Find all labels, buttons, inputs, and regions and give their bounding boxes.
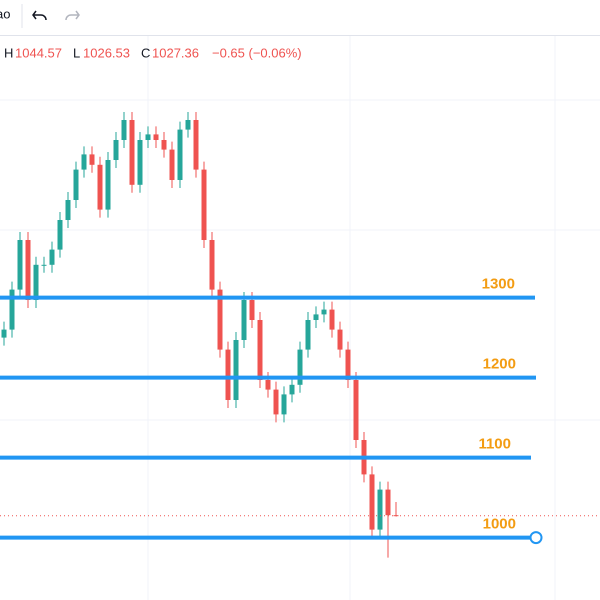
candle-body bbox=[321, 309, 327, 315]
undo-button[interactable] bbox=[32, 10, 47, 21]
symbol-fragment: ao bbox=[0, 6, 10, 21]
candle-body bbox=[177, 129, 183, 180]
candle-body bbox=[313, 314, 319, 320]
candle-body bbox=[281, 394, 287, 415]
level-label: 1200 bbox=[483, 356, 516, 373]
toolbar bbox=[0, 0, 600, 35]
candle-body bbox=[153, 134, 159, 140]
change: −0.65 (−0.06%) bbox=[212, 45, 302, 60]
grid bbox=[0, 36, 600, 600]
candle-body bbox=[169, 149, 175, 180]
c-label: C bbox=[141, 45, 150, 60]
l-value: 1026.53 bbox=[83, 45, 130, 60]
candle-body bbox=[337, 329, 343, 350]
candle-body bbox=[265, 380, 271, 390]
candle-body bbox=[233, 340, 239, 400]
candle-body bbox=[145, 134, 151, 140]
candle-body bbox=[201, 169, 207, 240]
level-label: 1000 bbox=[483, 516, 516, 533]
candle-body bbox=[329, 309, 335, 330]
candle-body bbox=[41, 264, 47, 266]
candle-body bbox=[273, 389, 279, 415]
candle-body bbox=[9, 289, 15, 330]
candle-body bbox=[73, 169, 79, 200]
level-label: 1100 bbox=[478, 436, 511, 453]
candle-body bbox=[353, 380, 359, 440]
redo-button[interactable] bbox=[65, 10, 80, 21]
candle-body bbox=[369, 474, 375, 530]
l-label: L bbox=[73, 45, 80, 60]
candle-body bbox=[297, 349, 303, 385]
level-label: 1300 bbox=[482, 276, 515, 293]
c-value: 1027.36 bbox=[152, 45, 199, 60]
h-value: 1044.57 bbox=[15, 45, 62, 60]
level-handle bbox=[529, 531, 543, 545]
candle-body bbox=[33, 264, 39, 300]
candle-body bbox=[1, 329, 7, 338]
candle-body bbox=[241, 300, 247, 340]
candle-body bbox=[121, 120, 127, 140]
ohlc-legend: H 1044.57 L 1026.53 C 1027.36 −0.65 (−0.… bbox=[4, 45, 302, 60]
h-label: H bbox=[4, 45, 13, 60]
candle-body bbox=[97, 164, 103, 210]
candle-body bbox=[105, 160, 111, 210]
candle-body bbox=[193, 120, 199, 170]
candle-body bbox=[257, 320, 263, 380]
candle-body bbox=[113, 140, 119, 160]
candle-body bbox=[161, 140, 167, 150]
candle-body bbox=[305, 320, 311, 350]
candle-body bbox=[225, 349, 231, 400]
candle-body bbox=[209, 240, 215, 290]
candle-body bbox=[217, 289, 223, 350]
candle-body bbox=[49, 249, 55, 265]
candle-body bbox=[185, 120, 191, 130]
candle-body bbox=[289, 384, 295, 395]
candle-body bbox=[249, 300, 255, 320]
candle-body bbox=[137, 140, 143, 185]
plot: 1300 1200 1100 1000 bbox=[0, 112, 600, 558]
candle-body bbox=[377, 489, 383, 530]
candle-body bbox=[385, 489, 391, 516]
candle-body bbox=[129, 120, 135, 185]
candle-body bbox=[25, 240, 31, 300]
candle-body bbox=[17, 240, 23, 290]
candle-body bbox=[345, 349, 351, 380]
candle-body bbox=[65, 200, 71, 220]
candle-body bbox=[89, 154, 95, 165]
candle-body bbox=[57, 220, 63, 250]
candle-body bbox=[81, 154, 87, 170]
